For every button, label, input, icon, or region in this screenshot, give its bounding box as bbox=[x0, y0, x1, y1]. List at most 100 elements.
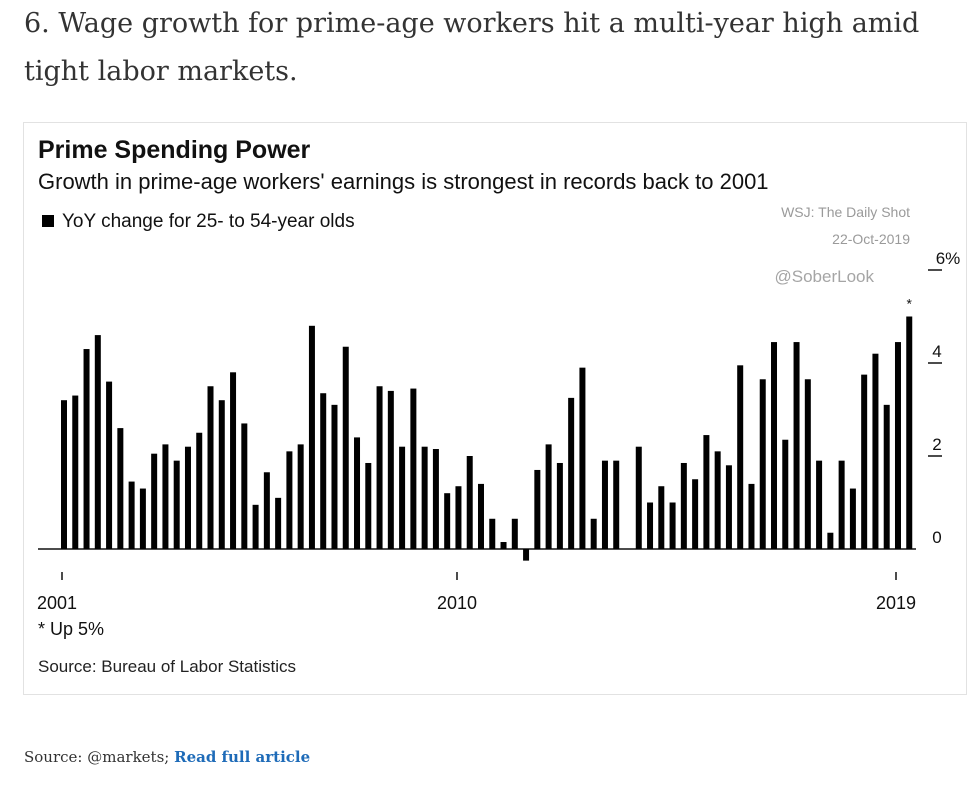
bar bbox=[861, 374, 868, 550]
article-heading: 6. Wage growth for prime-age workers hit… bbox=[24, 8, 920, 87]
source-line: Source: @markets; Read full article bbox=[24, 748, 310, 766]
bar bbox=[793, 342, 800, 549]
bar bbox=[410, 388, 417, 549]
bar-chart: Prime Spending Power Growth in prime-age… bbox=[37, 136, 960, 676]
bar bbox=[252, 504, 259, 549]
bar bbox=[568, 397, 575, 550]
legend-swatch bbox=[42, 215, 54, 227]
bar bbox=[872, 353, 879, 549]
bar bbox=[444, 493, 451, 549]
bar bbox=[534, 469, 541, 549]
chart-title: Prime Spending Power bbox=[38, 136, 311, 164]
bar bbox=[173, 460, 180, 549]
bar bbox=[286, 451, 293, 549]
x-axis: 2001 2010 2019 bbox=[37, 572, 916, 613]
bar bbox=[342, 346, 349, 549]
bar bbox=[263, 472, 270, 549]
bar bbox=[162, 444, 169, 550]
bar bbox=[849, 488, 856, 549]
bar bbox=[230, 372, 237, 549]
watermark-date: 22-Oct-2019 bbox=[832, 231, 910, 247]
bar bbox=[692, 479, 699, 549]
bar bbox=[669, 502, 676, 549]
bar bbox=[613, 460, 620, 549]
bar bbox=[883, 404, 890, 549]
bar bbox=[106, 381, 113, 549]
x-tick-label: 2010 bbox=[437, 593, 477, 613]
bar bbox=[816, 460, 823, 549]
bar bbox=[703, 435, 710, 549]
bar bbox=[387, 390, 394, 549]
y-tick-label: 4 bbox=[932, 342, 941, 361]
bar bbox=[500, 542, 507, 549]
bar bbox=[94, 335, 101, 549]
bar bbox=[714, 451, 721, 549]
read-full-article-link[interactable]: Read full article bbox=[174, 748, 311, 766]
bar bbox=[376, 386, 383, 549]
bar-series bbox=[61, 316, 913, 561]
bar bbox=[139, 488, 146, 549]
bar bbox=[128, 481, 135, 549]
bar bbox=[725, 465, 732, 549]
bar bbox=[308, 325, 315, 549]
y-axis: 0 2 4 6% bbox=[928, 249, 960, 547]
bar bbox=[771, 342, 778, 549]
watermark-source: WSJ: The Daily Shot bbox=[781, 204, 910, 220]
bar bbox=[365, 462, 372, 549]
y-tick-label: 2 bbox=[932, 435, 941, 454]
bar bbox=[466, 456, 473, 549]
bar bbox=[331, 404, 338, 549]
bar bbox=[838, 460, 845, 549]
bar bbox=[635, 446, 642, 549]
bar bbox=[827, 532, 834, 549]
bar bbox=[782, 439, 789, 549]
x-tick-label: 2001 bbox=[37, 593, 77, 613]
bar bbox=[658, 486, 665, 549]
bar bbox=[241, 423, 248, 549]
bar bbox=[804, 379, 811, 549]
bar bbox=[117, 428, 124, 549]
bar bbox=[489, 518, 496, 549]
bar bbox=[680, 462, 687, 549]
source-prefix: Source: @markets; bbox=[24, 748, 170, 766]
bar bbox=[545, 444, 552, 550]
bar bbox=[61, 400, 67, 549]
annotation-star: * bbox=[907, 296, 913, 312]
bar bbox=[432, 449, 439, 549]
bar bbox=[196, 432, 203, 549]
chart-source: Source: Bureau of Labor Statistics bbox=[38, 657, 296, 676]
bar bbox=[590, 518, 597, 549]
x-tick-label: 2019 bbox=[876, 593, 916, 613]
bar bbox=[737, 365, 744, 549]
bar bbox=[151, 453, 158, 549]
bar bbox=[748, 483, 755, 549]
bar bbox=[207, 386, 214, 549]
bar bbox=[455, 486, 462, 549]
legend-label: YoY change for 25- to 54-year olds bbox=[62, 211, 355, 232]
bar bbox=[184, 446, 191, 549]
bar bbox=[894, 342, 901, 549]
bar bbox=[297, 444, 304, 550]
bar bbox=[601, 460, 608, 549]
y-tick-label: 6% bbox=[936, 249, 961, 268]
bar bbox=[523, 549, 530, 561]
bar bbox=[511, 518, 518, 549]
bar bbox=[72, 395, 79, 549]
bar bbox=[647, 502, 654, 549]
watermark-handle: @SoberLook bbox=[775, 267, 875, 286]
chart-card: Prime Spending Power Growth in prime-age… bbox=[23, 122, 967, 695]
bar bbox=[218, 400, 225, 549]
annotation-note: * Up 5% bbox=[38, 619, 104, 639]
bar bbox=[320, 393, 327, 549]
bar bbox=[579, 367, 586, 549]
chart-subtitle: Growth in prime-age workers' earnings is… bbox=[38, 169, 769, 194]
y-tick-label: 0 bbox=[932, 528, 941, 547]
bar bbox=[759, 379, 766, 549]
bar bbox=[421, 446, 428, 549]
bar bbox=[275, 497, 282, 549]
bar bbox=[477, 483, 484, 549]
bar bbox=[906, 316, 913, 549]
bar bbox=[354, 437, 361, 549]
bar bbox=[83, 349, 90, 549]
bar bbox=[399, 446, 406, 549]
